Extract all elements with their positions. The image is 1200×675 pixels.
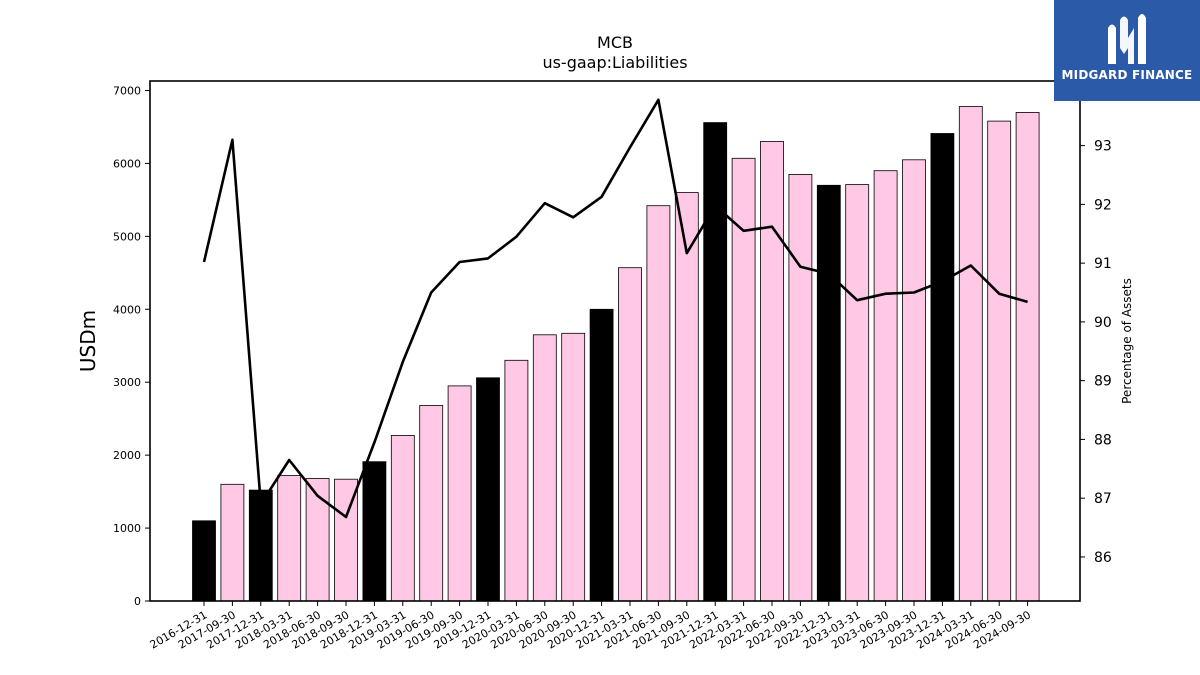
bar-2019-09-30 bbox=[447, 385, 472, 602]
plot-frame bbox=[149, 80, 1081, 602]
bar-2020-12-31 bbox=[589, 308, 614, 602]
bar-2021-06-30 bbox=[646, 205, 671, 602]
line-layer bbox=[202, 98, 1028, 519]
y2-tick-label: 86 bbox=[1094, 550, 1112, 566]
y-tick-label: 2000 bbox=[113, 449, 141, 462]
y2-axis: 86 87 88 89 90 91 92 93 bbox=[1080, 139, 1112, 566]
bar-2023-06-30 bbox=[873, 170, 898, 602]
y-tick-label: 4000 bbox=[113, 303, 141, 316]
x-axis: 2016-12-312017-09-302017-12-312018-03-31… bbox=[148, 601, 1033, 652]
y-axis: 0 1000 2000 3000 4000 5000 6000 7000 bbox=[113, 84, 150, 608]
y2-tick-label: 92 bbox=[1094, 197, 1112, 213]
bar-2020-03-31 bbox=[504, 359, 529, 602]
y2-axis-label: Percentage of Assets bbox=[1120, 278, 1134, 404]
y-tick-label: 0 bbox=[134, 595, 141, 608]
y2-tick-label: 87 bbox=[1094, 491, 1112, 507]
y2-tick-label: 89 bbox=[1094, 374, 1112, 390]
bar-2019-12-31 bbox=[476, 377, 500, 602]
y-tick-label: 3000 bbox=[113, 376, 141, 389]
bar-2016-12-31 bbox=[192, 520, 216, 602]
bar-2020-09-30 bbox=[561, 332, 586, 602]
chart-title: MCB bbox=[597, 33, 633, 52]
bar-2018-12-31 bbox=[362, 461, 387, 602]
y-tick-label: 1000 bbox=[113, 522, 141, 535]
bar-2023-09-30 bbox=[902, 159, 926, 602]
bar-2024-06-30 bbox=[987, 120, 1012, 602]
brand-name: MIDGARD FINANCE bbox=[1061, 68, 1193, 82]
bar-2022-09-30 bbox=[788, 173, 813, 602]
pct-of-assets-line bbox=[202, 98, 1028, 519]
y-tick-label: 6000 bbox=[113, 157, 141, 170]
y-tick-label: 7000 bbox=[113, 84, 141, 97]
bar-2024-09-30 bbox=[1015, 112, 1040, 602]
chart-subtitle: us-gaap:Liabilities bbox=[542, 53, 687, 72]
y-tick-label: 5000 bbox=[113, 230, 141, 243]
brand-logo: MIDGARD FINANCE bbox=[1054, 0, 1200, 101]
bar-2020-06-30 bbox=[532, 334, 557, 602]
bar-2018-03-31 bbox=[277, 475, 302, 602]
bar-2019-06-30 bbox=[419, 405, 444, 602]
bar-2017-12-31 bbox=[248, 489, 273, 602]
logo-mark-icon bbox=[1108, 14, 1146, 64]
y2-tick-label: 90 bbox=[1094, 315, 1112, 331]
bar-2023-03-31 bbox=[845, 184, 870, 602]
y-axis-label: USDm bbox=[76, 310, 100, 372]
bar-2017-09-30 bbox=[220, 483, 245, 602]
bars-layer bbox=[192, 106, 1040, 602]
bar-2019-03-31 bbox=[390, 434, 415, 602]
bar-2024-03-31 bbox=[958, 106, 983, 602]
bar-2021-12-31 bbox=[703, 122, 728, 602]
bar-2021-03-31 bbox=[618, 267, 642, 602]
bar-2022-12-31 bbox=[816, 184, 841, 602]
y2-tick-label: 93 bbox=[1094, 139, 1112, 155]
bar-2023-12-31 bbox=[930, 133, 955, 602]
y2-tick-label: 88 bbox=[1094, 432, 1112, 448]
bar-2022-06-30 bbox=[760, 141, 784, 602]
y2-tick-label: 91 bbox=[1094, 256, 1112, 272]
